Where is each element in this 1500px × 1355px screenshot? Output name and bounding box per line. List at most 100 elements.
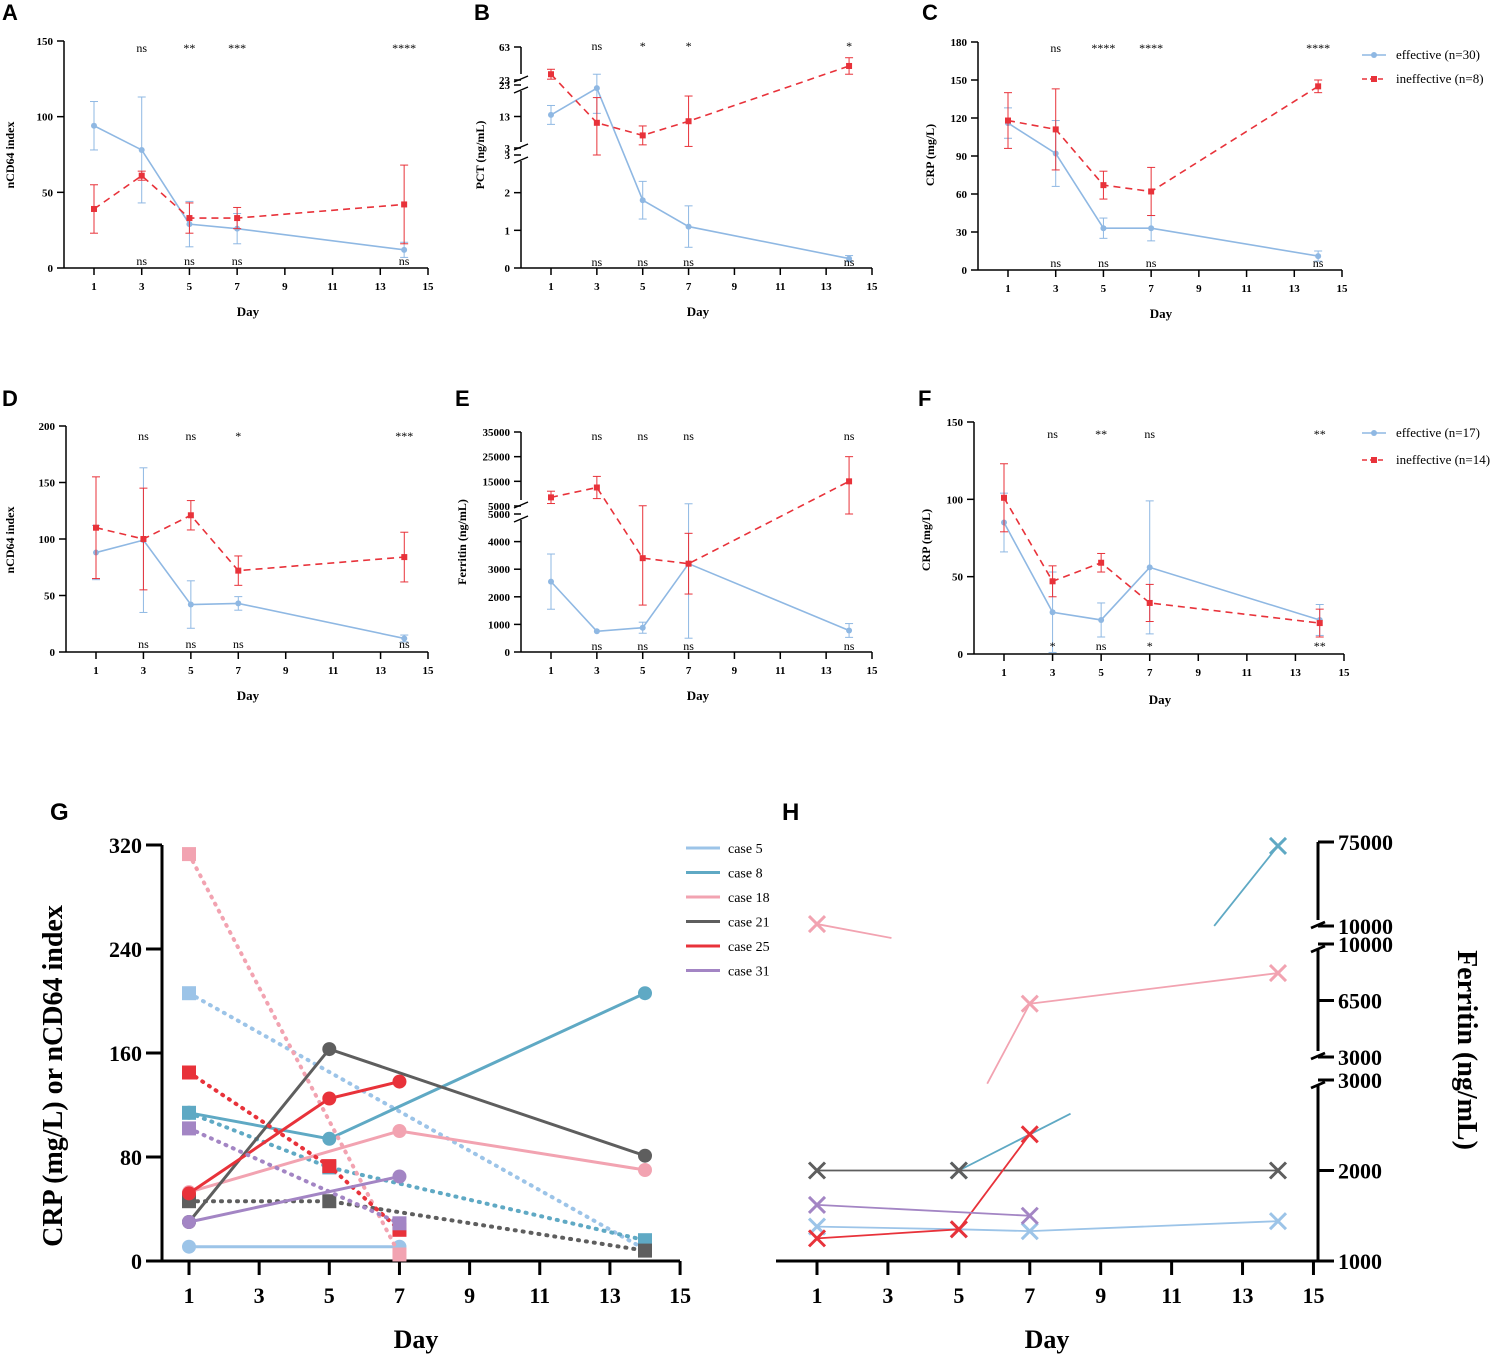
significance-top: ns — [1050, 41, 1061, 55]
x-tick-label: 1 — [1001, 667, 1007, 679]
significance-bottom: ns — [844, 639, 855, 653]
ineffective-point — [1098, 559, 1105, 566]
y-tick-label: 6500 — [1338, 989, 1382, 1014]
crp-point — [322, 1131, 337, 1146]
y-tick-label: 23 — [499, 80, 511, 92]
effective-point — [639, 197, 646, 204]
effective-point — [1315, 253, 1322, 260]
effective-point — [91, 122, 97, 129]
panel-letter: G — [50, 799, 69, 826]
effective-series-line — [1003, 522, 1320, 621]
x-tick-label: 7 — [1024, 1283, 1035, 1308]
effective-point — [235, 600, 242, 607]
y-tick-label: 4000 — [488, 537, 511, 549]
x-tick-label: 9 — [1196, 283, 1202, 295]
axis-break-mark — [1310, 1080, 1326, 1090]
panel-letter: F — [918, 386, 931, 411]
axis-break-mark — [513, 515, 529, 523]
x-tick-label: 11 — [328, 665, 338, 677]
ferritin-cross-marker — [949, 1161, 968, 1180]
ineffective-point — [140, 536, 147, 542]
significance-top: ns — [1144, 427, 1155, 441]
significance-bottom: ns — [844, 255, 855, 269]
legend-label: effective (n=17) — [1396, 425, 1480, 440]
y-tick-label: 150 — [947, 417, 964, 429]
significance-bottom: ns — [1098, 256, 1109, 270]
crp-line-case-21 — [187, 1047, 646, 1223]
x-tick-label: 11 — [1241, 283, 1251, 295]
legend-label: case 21 — [728, 916, 770, 931]
ineffective-point — [1100, 182, 1107, 189]
crp-point — [182, 1239, 196, 1254]
ferritin-line — [1029, 972, 1279, 1005]
significance-top: **** — [1139, 41, 1163, 55]
legend-label: case 25 — [728, 940, 770, 955]
panel-letter: H — [782, 799, 799, 826]
significance-top: * — [640, 39, 646, 53]
y-tick-label: 3000 — [1338, 1045, 1382, 1070]
x-axis-label: Day — [1025, 1325, 1070, 1354]
legend-label: effective (n=30) — [1396, 47, 1480, 62]
cd64-point — [322, 1194, 337, 1209]
ineffective-point — [593, 119, 600, 126]
y-axis-label: CRP (mg/L) — [919, 509, 933, 571]
legend-marker — [1371, 52, 1377, 58]
significance-bottom: ns — [1096, 639, 1107, 653]
significance-top: ns — [1047, 427, 1058, 441]
significance-bottom: ns — [1146, 256, 1157, 270]
y-axis-label: CRP (mg/L) or nCD64 index — [38, 905, 69, 1247]
axis-break-mark — [513, 86, 529, 94]
legend: effective (n=17) ineffective (n=14) — [1362, 425, 1490, 467]
crp-point — [638, 1148, 652, 1163]
legend-label: case 8 — [728, 867, 763, 882]
y-tick-label: 75000 — [1338, 830, 1393, 855]
ineffective-series-line — [95, 514, 405, 572]
y-tick-label: 5000 — [488, 509, 511, 521]
x-tick-label: 15 — [1302, 1283, 1324, 1308]
x-tick-label: 15 — [423, 281, 435, 293]
effective-point — [593, 85, 600, 92]
y-tick-label: 1000 — [488, 619, 511, 631]
ferritin-line-stub — [1213, 845, 1279, 927]
panel-E: 1 3 5 7 9 11 13 1501000200030004000500050001500… — [455, 386, 878, 703]
y-tick-label: 2 — [505, 188, 511, 200]
y-tick-label: 0 — [962, 265, 968, 277]
significance-top: ns — [592, 429, 603, 443]
x-tick-label: 9 — [732, 665, 738, 677]
x-tick-label: 5 — [187, 281, 193, 293]
ferritin-cross-marker — [1268, 1161, 1288, 1180]
y-tick-label: 1000 — [1338, 1249, 1382, 1274]
significance-bottom: ns — [1050, 256, 1061, 270]
crp-point — [392, 1124, 407, 1138]
significance-top: **** — [392, 41, 416, 55]
legend-label: case 5 — [728, 842, 763, 857]
effective-point — [1098, 616, 1105, 623]
y-tick-label: 0 — [958, 649, 964, 661]
significance-top: *** — [395, 429, 413, 443]
crp-point — [392, 1074, 407, 1089]
x-tick-label: 5 — [640, 665, 646, 677]
y-tick-label: 320 — [109, 833, 142, 858]
panel-letter: E — [455, 386, 470, 411]
ineffective-point — [1315, 83, 1322, 90]
x-tick-label: 15 — [1339, 667, 1351, 679]
significance-bottom: ns — [637, 639, 648, 653]
y-tick-label: 0 — [131, 1249, 142, 1274]
significance-top: ** — [1095, 427, 1107, 441]
x-tick-label: 13 — [821, 281, 833, 293]
ferritin-cross-marker — [1268, 836, 1288, 855]
y-tick-label: 15000 — [483, 476, 511, 488]
effective-point — [138, 146, 145, 153]
x-tick-label: 1 — [1005, 283, 1011, 295]
legend-label: ineffective (n=8) — [1396, 71, 1484, 86]
x-tick-label: 3 — [594, 281, 600, 293]
panel-letter: B — [474, 0, 490, 25]
ineffective-point — [639, 555, 646, 562]
x-tick-label: 13 — [1289, 283, 1301, 295]
x-tick-label: 7 — [686, 281, 692, 293]
